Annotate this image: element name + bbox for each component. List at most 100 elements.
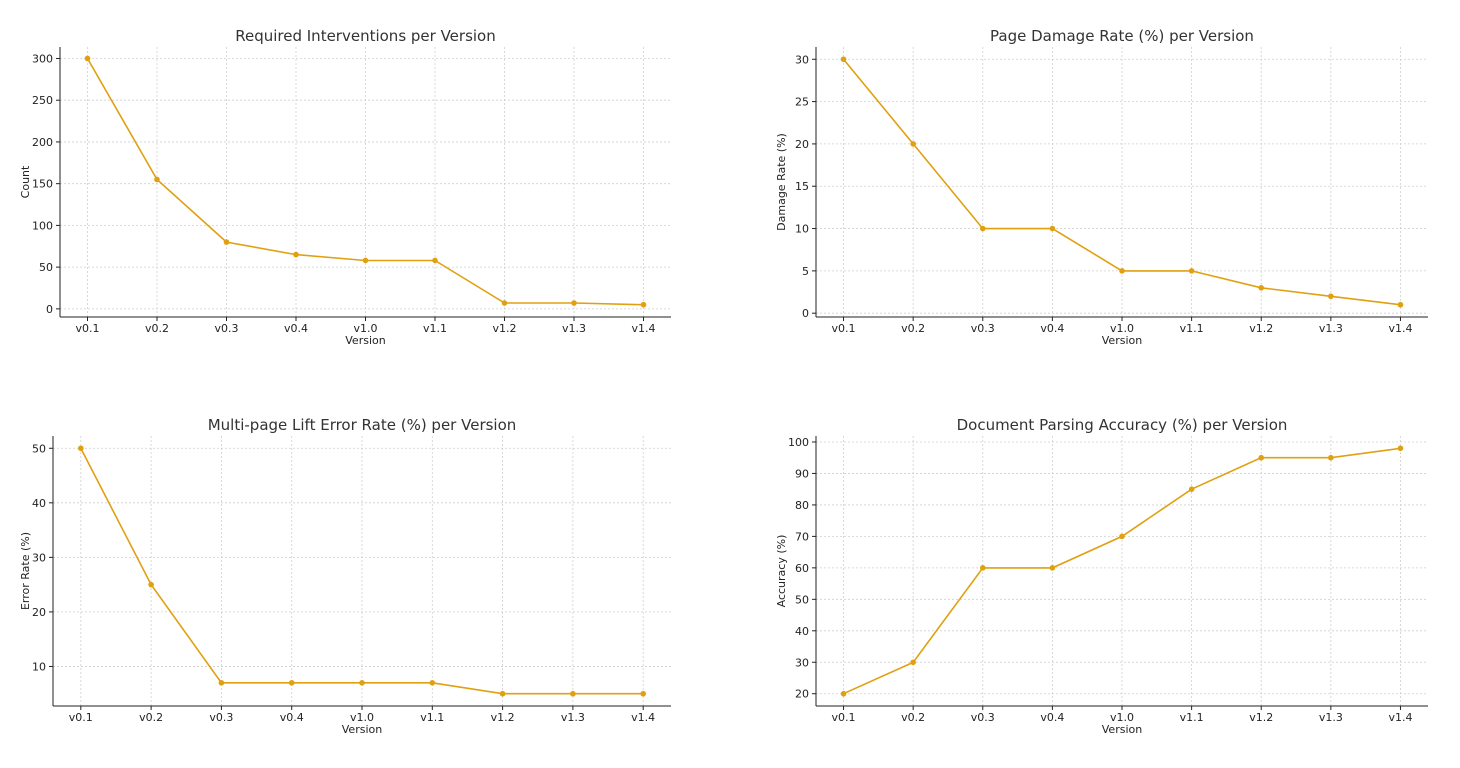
y-axis-label: Accuracy (%) [775, 535, 788, 608]
y-tick-label: 50 [32, 442, 46, 455]
y-tick-label: 70 [795, 530, 809, 543]
y-tick-label: 25 [795, 96, 809, 109]
data-point [148, 581, 154, 588]
x-tick-label: v1.2 [1249, 322, 1273, 335]
y-tick-label: 100 [788, 436, 809, 449]
x-tick-label: v1.3 [1319, 711, 1343, 724]
y-tick-label: 0 [802, 307, 809, 320]
data-point [223, 239, 230, 245]
y-tick-label: 30 [795, 656, 809, 669]
data-point [499, 690, 506, 697]
chart-title: Required Interventions per Version [235, 27, 496, 45]
y-tick-label: 50 [795, 593, 809, 606]
chart-panel-1: 0 50 100 150 200 250 300 v0.1 v0.2 v0.3 v0.4 v1.0 v1… [19, 27, 671, 347]
data-point [979, 565, 986, 571]
data-point [910, 659, 916, 666]
x-tick-label: v1.2 [492, 322, 516, 335]
x-axis-label: Version [1102, 334, 1142, 347]
y-axis-label: Count [19, 165, 32, 198]
x-tick-label: v0.1 [832, 322, 856, 335]
x-tick-label: v1.4 [1388, 711, 1412, 724]
y-tick-label: 40 [795, 625, 809, 638]
data-point [1328, 454, 1334, 461]
chart-title: Multi-page Lift Error Rate (%) per Versi… [208, 416, 517, 434]
x-axis-label: Version [1102, 723, 1142, 736]
data-point [840, 690, 847, 697]
y-tick-label: 40 [32, 497, 46, 510]
y-tick-label: 20 [32, 606, 46, 619]
x-tick-label: v1.0 [1110, 322, 1134, 335]
x-tick-label: v1.2 [491, 711, 515, 724]
chart-title: Document Parsing Accuracy (%) per Versio… [957, 416, 1288, 434]
data-point [432, 257, 438, 264]
x-tick-label: v1.1 [1180, 711, 1204, 724]
data-point [1397, 301, 1404, 308]
data-point [1188, 268, 1195, 274]
data-point [154, 176, 160, 183]
y-tick-label: 30 [795, 53, 809, 66]
y-tick-label: 50 [39, 261, 53, 274]
x-tick-label: v0.4 [280, 711, 304, 724]
x-tick-label: v1.0 [350, 711, 374, 724]
data-point [293, 251, 299, 258]
data-point [979, 225, 986, 232]
y-tick-label: 200 [32, 136, 53, 149]
x-tick-label: v1.3 [562, 322, 586, 335]
x-tick-label: v0.3 [214, 322, 238, 335]
data-point [1258, 284, 1265, 291]
y-tick-label: 15 [795, 180, 809, 193]
x-tick-label: v1.1 [420, 711, 444, 724]
x-tick-label: v0.4 [284, 322, 308, 335]
x-tick-label: v0.1 [832, 711, 856, 724]
x-tick-label: v0.4 [1040, 322, 1064, 335]
data-point [1258, 454, 1265, 461]
x-tick-label: v0.2 [139, 711, 163, 724]
y-tick-label: 20 [795, 138, 809, 151]
x-tick-label: v0.3 [971, 322, 995, 335]
x-tick-label: v1.1 [1180, 322, 1204, 335]
x-tick-label: v1.4 [631, 711, 655, 724]
data-point [359, 680, 365, 686]
data-point [640, 690, 646, 697]
data-point [1119, 268, 1125, 274]
data-point [1188, 486, 1195, 492]
y-tick-label: 300 [32, 52, 53, 65]
x-tick-label: v1.3 [1319, 322, 1343, 335]
data-point [78, 445, 84, 452]
x-tick-label: v1.2 [1249, 711, 1273, 724]
data-point [1397, 445, 1404, 452]
y-tick-label: 80 [795, 499, 809, 512]
x-tick-label: v1.0 [1110, 711, 1134, 724]
y-tick-label: 10 [795, 223, 809, 236]
data-point [571, 300, 577, 306]
chart-panel-4: 20 30 40 50 60 70 80 90 100 v0.1 v0.2 v0.3 v0.4 v1.0 v… [775, 416, 1428, 736]
chart-panel-2: 0 5 10 15 20 25 30 v0.1 v0.2 v0.3 v0.4 v1.0 v1.1 v1.2… [775, 27, 1428, 347]
x-tick-label: v1.4 [631, 322, 655, 335]
data-point [1049, 565, 1056, 571]
data-point [640, 301, 647, 308]
data-point [1119, 533, 1125, 540]
x-tick-label: v0.1 [69, 711, 93, 724]
x-tick-label: v1.1 [423, 322, 447, 335]
y-tick-label: 30 [32, 551, 46, 564]
x-tick-label: v0.4 [1040, 711, 1064, 724]
y-tick-label: 90 [795, 467, 809, 480]
data-point [429, 680, 436, 686]
x-tick-label: v0.2 [145, 322, 169, 335]
y-tick-label: 60 [795, 562, 809, 575]
x-tick-label: v0.2 [901, 322, 925, 335]
y-tick-label: 10 [32, 660, 46, 673]
chart-title: Page Damage Rate (%) per Version [990, 27, 1254, 45]
data-point [840, 56, 847, 63]
x-tick-label: v0.3 [209, 711, 233, 724]
x-tick-label: v0.1 [75, 322, 99, 335]
y-axis-label: Error Rate (%) [19, 532, 32, 610]
data-point [288, 680, 295, 686]
x-tick-label: v1.4 [1388, 322, 1412, 335]
chart-panel-3: 10 20 30 40 50 v0.1 v0.2 v0.3 v0.4 v1.0 v1.1 v1.2 v1… [19, 416, 671, 736]
x-tick-label: v1.0 [353, 322, 377, 335]
y-tick-label: 250 [32, 94, 53, 107]
data-point [910, 141, 916, 147]
